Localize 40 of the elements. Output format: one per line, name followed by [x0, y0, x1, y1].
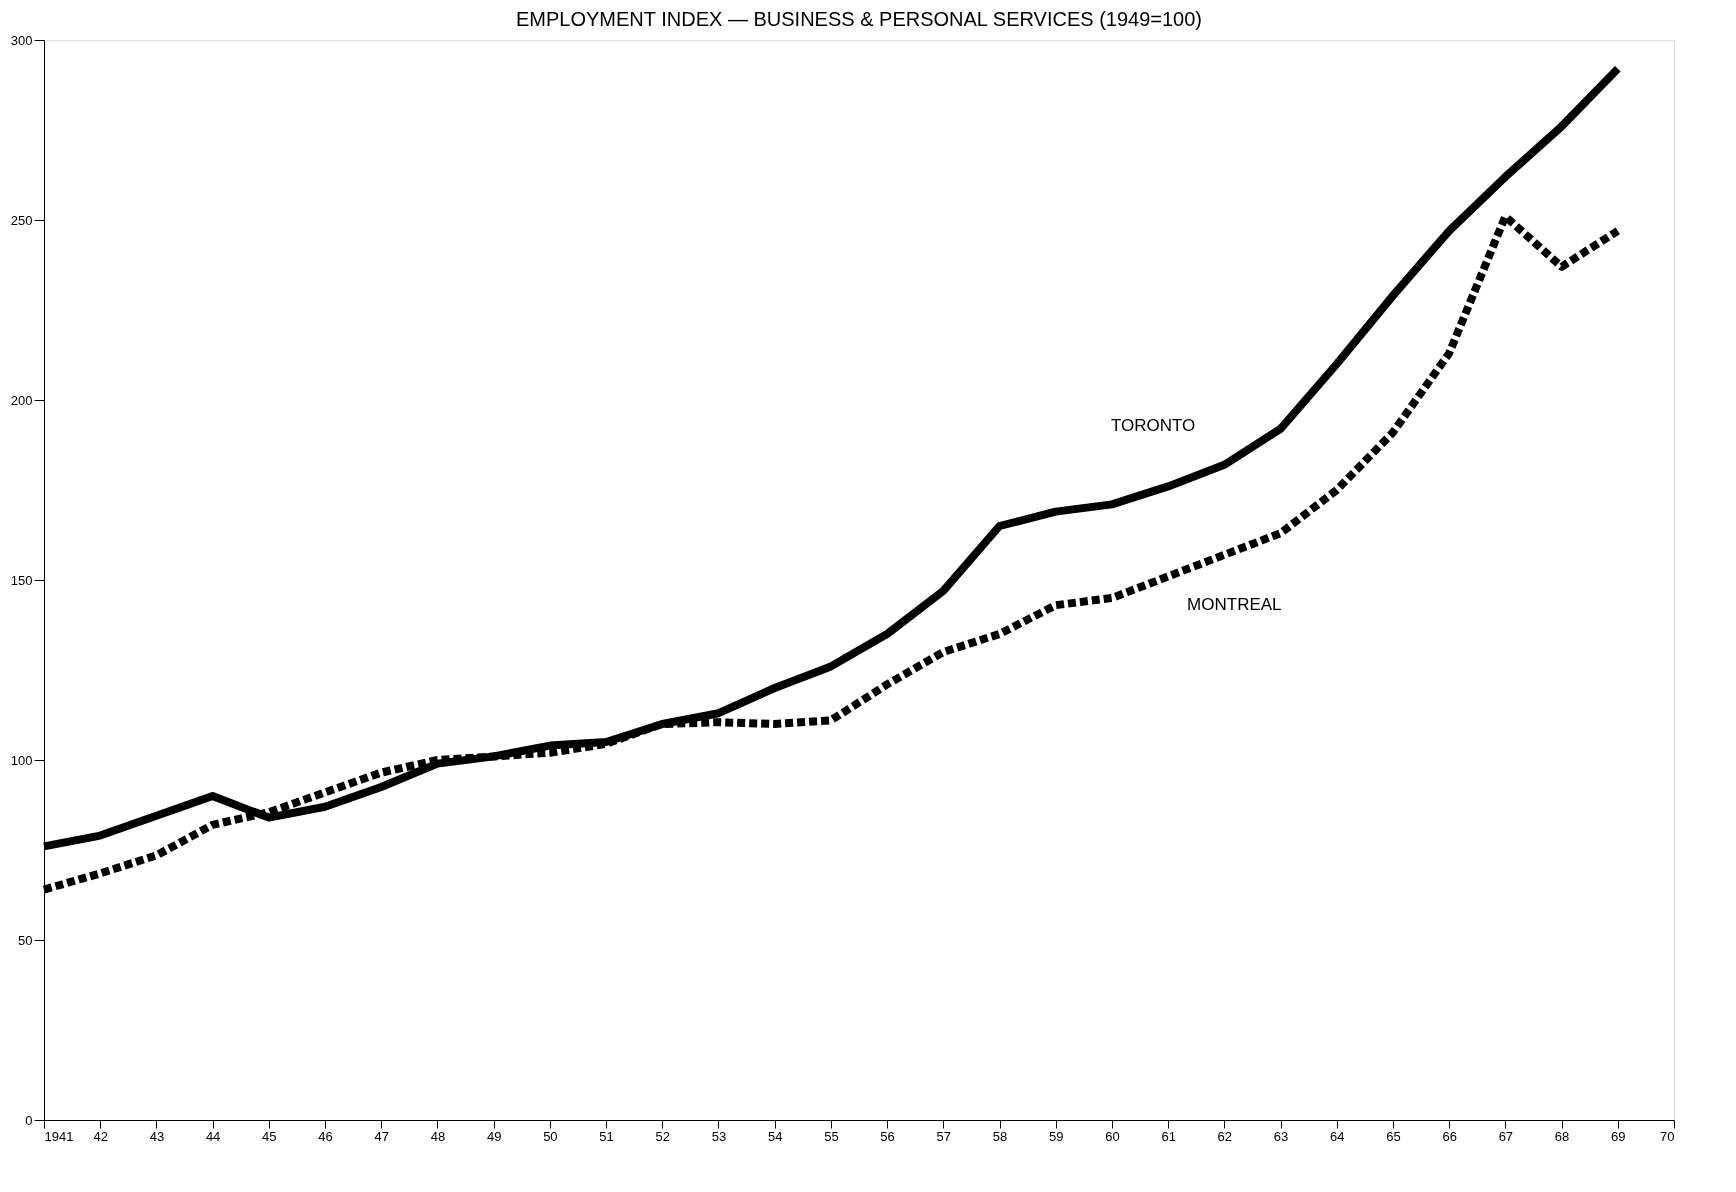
series-label: MONTREAL [1187, 594, 1282, 614]
x-tick-label: 53 [711, 1128, 727, 1144]
y-tick-label: 50 [18, 932, 33, 948]
x-tick-label: 60 [1105, 1128, 1120, 1144]
x-tick-label: 64 [1330, 1128, 1345, 1144]
x-tick-label: 70 [1660, 1128, 1675, 1144]
x-tick-label: 68 [1554, 1128, 1570, 1144]
x-tick-label: 62 [1217, 1128, 1233, 1144]
x-tick-label: 54 [767, 1128, 783, 1144]
x-tick-label: 46 [318, 1128, 333, 1144]
x-tick-label: 56 [880, 1128, 895, 1144]
y-tick-label: 250 [10, 212, 33, 228]
x-tick-label: 67 [1498, 1128, 1514, 1144]
x-tick-label: 47 [374, 1128, 389, 1144]
x-tick-label: 61 [1161, 1128, 1176, 1144]
x-tick-label: 59 [1048, 1128, 1064, 1144]
x-tick-label: 49 [486, 1128, 502, 1144]
x-tick-label: 51 [599, 1128, 614, 1144]
x-tick-label: 1941 [44, 1128, 74, 1144]
x-tick-label: 66 [1442, 1128, 1457, 1144]
x-tick-label: 42 [93, 1128, 108, 1144]
y-tick-label: 0 [25, 1112, 33, 1128]
x-tick-label: 52 [655, 1128, 671, 1144]
x-tick-label: 65 [1386, 1128, 1401, 1144]
y-tick-label: 200 [10, 392, 33, 408]
x-tick-label: 69 [1611, 1128, 1626, 1144]
x-tick-label: 43 [149, 1128, 165, 1144]
chart-title: EMPLOYMENT INDEX — BUSINESS & PERSONAL SERVICES (1949=100) [516, 8, 1202, 30]
x-tick-label: 48 [430, 1128, 446, 1144]
x-tick-label: 45 [262, 1128, 277, 1144]
x-tick-label: 57 [936, 1128, 952, 1144]
x-tick-label: 44 [205, 1128, 221, 1144]
y-tick-label: 300 [10, 32, 33, 48]
y-tick-label: 100 [10, 752, 33, 768]
x-tick-label: 63 [1273, 1128, 1289, 1144]
x-tick-label: 50 [543, 1128, 558, 1144]
text: TORONTO [1110, 416, 1196, 436]
y-tick-label: 150 [10, 572, 33, 588]
x-tick-label: 58 [992, 1128, 1008, 1144]
x-tick-label: 55 [824, 1128, 839, 1144]
